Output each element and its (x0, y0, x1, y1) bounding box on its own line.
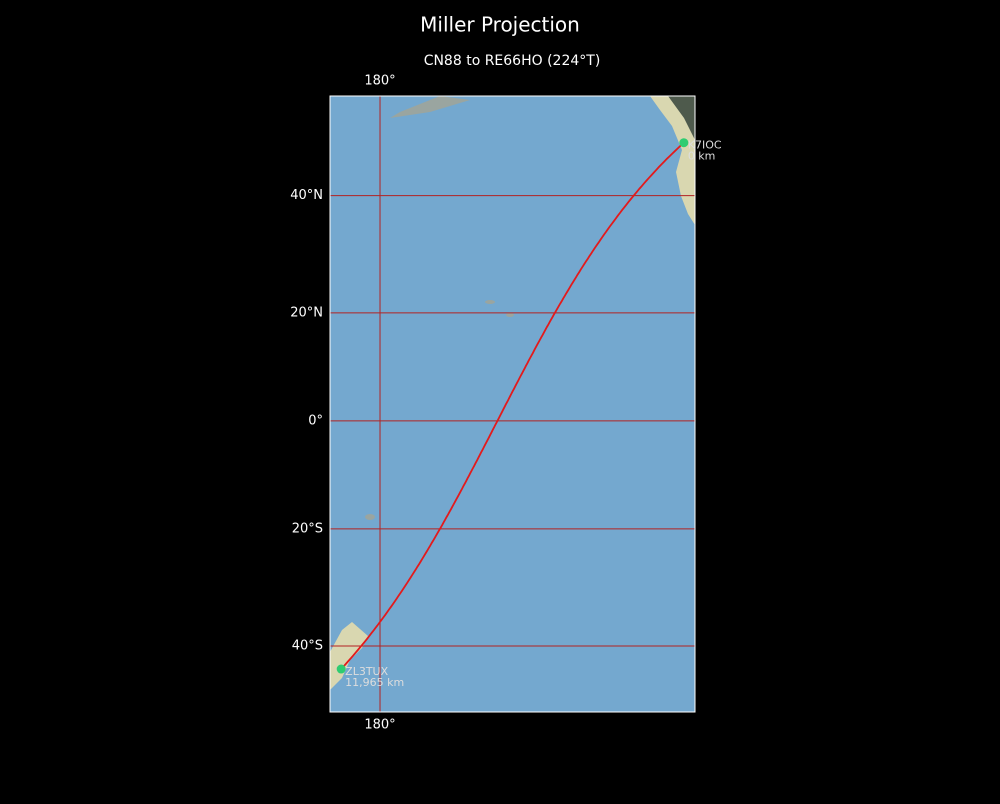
map-layer (330, 96, 695, 712)
subtitle: CN88 to RE66HO (224°T) (424, 53, 601, 69)
station-distance: 0 km (688, 150, 716, 163)
station-marker (336, 664, 346, 674)
lat-tick-label: 0° (308, 413, 323, 428)
lon-tick-label: 180° (364, 74, 395, 89)
lat-tick-label: 20°S (292, 521, 323, 536)
map-frame (329, 95, 696, 713)
lon-tick-label: 180° (364, 718, 395, 733)
island (365, 514, 375, 520)
map-area (330, 96, 695, 712)
lat-tick-label: 40°S (292, 639, 323, 654)
island (485, 300, 495, 304)
island (506, 313, 514, 317)
land (390, 96, 470, 118)
great-circle-path (340, 142, 685, 670)
land (668, 96, 695, 140)
station-name: K7IOC (688, 139, 722, 152)
ocean (330, 96, 695, 712)
station-name: ZL3TUX (345, 665, 388, 678)
station-marker (679, 138, 689, 148)
lat-tick-label: 20°N (290, 305, 323, 320)
station-distance: 11,965 km (345, 676, 404, 689)
title: Miller Projection (420, 13, 580, 37)
lat-tick-label: 40°N (290, 188, 323, 203)
land (650, 96, 695, 225)
